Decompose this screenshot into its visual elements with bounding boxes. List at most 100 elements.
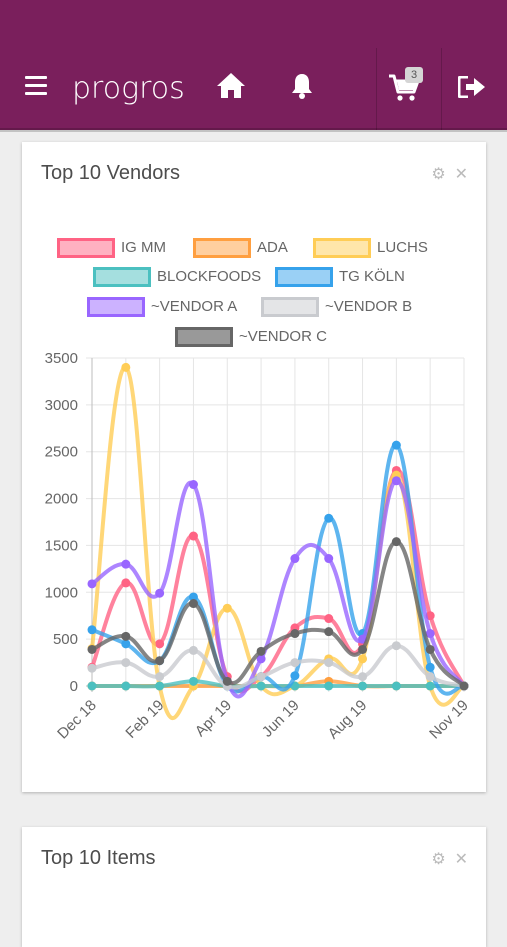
legend-item[interactable]: ~VENDOR C <box>175 327 333 347</box>
legend-label: ~VENDOR C <box>239 328 327 345</box>
data-point <box>324 681 334 691</box>
logout-icon[interactable] <box>458 76 486 98</box>
data-point <box>87 644 97 654</box>
legend-swatch <box>313 238 371 258</box>
legend-item[interactable]: ~VENDOR A <box>87 297 251 317</box>
top-items-card: Top 10 Items ⚙ ✕ <box>22 827 486 947</box>
legend-swatch <box>193 238 251 258</box>
gear-icon[interactable]: ⚙ <box>431 851 446 868</box>
data-point <box>425 629 435 639</box>
legend-label: LUCHS <box>377 239 428 256</box>
data-point <box>155 656 165 666</box>
data-point <box>324 614 334 624</box>
y-tick-label: 1000 <box>45 584 78 601</box>
data-point <box>256 654 266 664</box>
top-app-bar: progros 3 <box>0 0 507 132</box>
data-point <box>358 654 368 664</box>
data-point <box>155 588 165 598</box>
close-icon[interactable]: ✕ <box>454 851 468 868</box>
data-point <box>290 658 300 668</box>
x-tick-label: Aug 19 <box>325 697 371 743</box>
data-point <box>155 672 165 682</box>
data-point <box>121 578 131 588</box>
data-point <box>188 599 198 609</box>
data-point <box>425 644 435 654</box>
legend-label: ~VENDOR A <box>151 298 238 315</box>
data-point <box>87 663 97 673</box>
data-point <box>155 639 165 649</box>
data-point <box>358 672 368 682</box>
legend-swatch <box>175 327 233 347</box>
data-point <box>121 681 131 691</box>
data-point <box>425 672 435 682</box>
legend-swatch <box>261 297 319 317</box>
data-point <box>391 440 401 450</box>
data-point <box>121 362 131 372</box>
y-tick-label: 1500 <box>45 537 78 554</box>
data-point <box>188 645 198 655</box>
series-line <box>90 365 465 720</box>
data-point <box>290 554 300 564</box>
vendors-line-chart: 0 500 1000 1500 2000 2500 3000 3500 Dec 18 Feb 19… <box>45 350 472 743</box>
data-point <box>121 658 131 668</box>
brand-title[interactable]: progros <box>72 71 185 106</box>
home-icon[interactable] <box>216 72 246 99</box>
legend-label: ~VENDOR B <box>325 298 413 315</box>
divider <box>376 48 377 130</box>
data-point <box>324 554 334 564</box>
legend-item[interactable]: BLOCKFOODS <box>93 267 265 287</box>
gear-icon[interactable]: ⚙ <box>431 166 446 183</box>
legend-label: BLOCKFOODS <box>157 268 262 285</box>
legend-item[interactable]: TG KÖLN <box>275 267 415 287</box>
data-point <box>222 676 232 686</box>
data-point <box>188 531 198 541</box>
legend-label: ADA <box>257 239 288 256</box>
legend-label: TG KÖLN <box>339 268 405 285</box>
data-point <box>87 681 97 691</box>
y-tick-label: 2000 <box>45 491 78 508</box>
x-tick-label: Apr 19 <box>192 697 235 740</box>
data-point <box>391 681 401 691</box>
card-tools: ⚙ ✕ <box>431 164 468 184</box>
legend-swatch <box>93 267 151 287</box>
y-tick-label: 2500 <box>45 444 78 461</box>
data-point <box>324 627 334 637</box>
data-point <box>121 631 131 641</box>
y-tick-label: 500 <box>53 631 78 648</box>
bell-icon[interactable] <box>290 72 314 100</box>
data-point <box>391 537 401 547</box>
top-vendors-card: Top 10 Vendors ⚙ ✕ IG MM ADA LUCHS BLOCKFOO… <box>22 142 486 792</box>
data-point <box>290 671 300 681</box>
data-point <box>290 629 300 639</box>
data-point <box>222 603 232 613</box>
data-point <box>188 676 198 686</box>
data-point <box>324 658 334 668</box>
data-point <box>87 579 97 589</box>
data-point <box>121 639 131 649</box>
y-tick-label: 3500 <box>45 350 78 367</box>
cart-count-badge: 3 <box>405 67 423 83</box>
data-point <box>87 625 97 635</box>
data-point <box>425 662 435 672</box>
legend-swatch <box>57 238 115 258</box>
data-point <box>256 681 266 691</box>
legend-item[interactable]: IG MM <box>57 238 183 258</box>
legend-swatch <box>275 267 333 287</box>
data-point <box>256 672 266 682</box>
legend-swatch <box>87 297 145 317</box>
data-point <box>425 681 435 691</box>
data-point <box>188 592 198 602</box>
divider <box>441 48 442 130</box>
card-title: Top 10 Items <box>41 847 156 869</box>
y-tick-label: 0 <box>70 678 78 695</box>
legend-item[interactable]: ~VENDOR B <box>261 297 421 317</box>
hamburger-menu-icon[interactable] <box>25 76 47 96</box>
data-point <box>391 476 401 486</box>
legend-item[interactable]: ADA <box>193 238 303 258</box>
legend-item[interactable]: LUCHS <box>313 238 451 258</box>
data-point <box>391 641 401 651</box>
x-tick-label: Feb 19 <box>122 697 167 742</box>
close-icon[interactable]: ✕ <box>454 166 468 183</box>
data-point <box>358 644 368 654</box>
data-point <box>188 480 198 490</box>
